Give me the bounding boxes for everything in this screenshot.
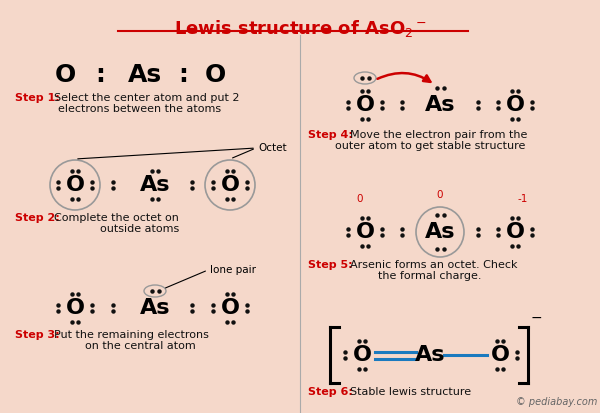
- Text: the formal charge.: the formal charge.: [378, 271, 482, 281]
- Text: O: O: [505, 95, 524, 115]
- Text: outer atom to get stable structure: outer atom to get stable structure: [335, 141, 525, 151]
- Text: :: :: [178, 63, 188, 87]
- Text: O: O: [353, 345, 371, 365]
- Text: Octet: Octet: [258, 143, 287, 153]
- Text: lone pair: lone pair: [210, 265, 256, 275]
- Text: Stable lewis structure: Stable lewis structure: [350, 387, 471, 397]
- Text: O: O: [65, 298, 85, 318]
- Text: As: As: [415, 345, 445, 365]
- Text: Select the center atom and put 2: Select the center atom and put 2: [54, 93, 239, 103]
- Text: Step 3:: Step 3:: [15, 330, 59, 340]
- Text: As: As: [425, 222, 455, 242]
- Text: © pediabay.com: © pediabay.com: [515, 397, 597, 407]
- Text: outside atoms: outside atoms: [100, 224, 179, 234]
- Text: Step 2:: Step 2:: [15, 213, 60, 223]
- Text: O: O: [355, 222, 374, 242]
- Text: Complete the octet on: Complete the octet on: [54, 213, 179, 223]
- Text: on the central atom: on the central atom: [85, 341, 196, 351]
- Text: :: :: [95, 63, 105, 87]
- Text: O: O: [221, 175, 239, 195]
- Text: As: As: [140, 298, 170, 318]
- Text: electrons between the atoms: electrons between the atoms: [58, 104, 221, 114]
- Text: O: O: [505, 222, 524, 242]
- Text: Step 4:: Step 4:: [308, 130, 353, 140]
- Text: Lewis structure of AsO$_2$$^-$: Lewis structure of AsO$_2$$^-$: [173, 18, 427, 39]
- Text: O: O: [205, 63, 226, 87]
- Text: 0: 0: [357, 194, 363, 204]
- Text: O: O: [221, 298, 239, 318]
- Text: O: O: [491, 345, 509, 365]
- Text: Step 5:: Step 5:: [308, 260, 353, 270]
- Text: Arsenic forms an octet. Check: Arsenic forms an octet. Check: [350, 260, 517, 270]
- Text: O: O: [355, 95, 374, 115]
- Text: As: As: [425, 95, 455, 115]
- Text: Step 6:: Step 6:: [308, 387, 353, 397]
- Text: −: −: [531, 311, 542, 325]
- Text: O: O: [55, 63, 76, 87]
- Text: As: As: [128, 63, 162, 87]
- Text: Move the electron pair from the: Move the electron pair from the: [350, 130, 527, 140]
- Text: 0: 0: [437, 190, 443, 200]
- Text: -1: -1: [518, 194, 528, 204]
- Text: Put the remaining electrons: Put the remaining electrons: [54, 330, 209, 340]
- Text: O: O: [65, 175, 85, 195]
- Text: As: As: [140, 175, 170, 195]
- Text: Step 1:: Step 1:: [15, 93, 60, 103]
